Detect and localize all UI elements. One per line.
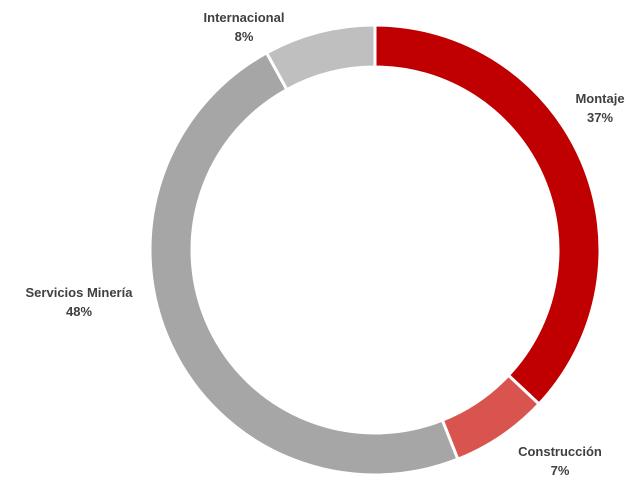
slice-internacional [264, 23, 377, 92]
slice-label-category: Servicios Minería [26, 285, 134, 300]
slice-servicios-minería [148, 50, 460, 477]
slice-labels: Montaje 37% Construcción 7% Servicios Minerí… [26, 10, 625, 478]
slice-montaje [373, 23, 602, 407]
slice-label-value: 37% [587, 110, 613, 125]
slice-label-category: Montaje [575, 91, 624, 106]
slice-label-value: 7% [551, 463, 570, 478]
slice-label-value: 48% [66, 304, 92, 319]
slice-label-category: Internacional [204, 10, 285, 25]
slice-label-value: 8% [235, 29, 254, 44]
donut-slices [148, 23, 602, 477]
slice-label-category: Construcción [518, 444, 602, 459]
